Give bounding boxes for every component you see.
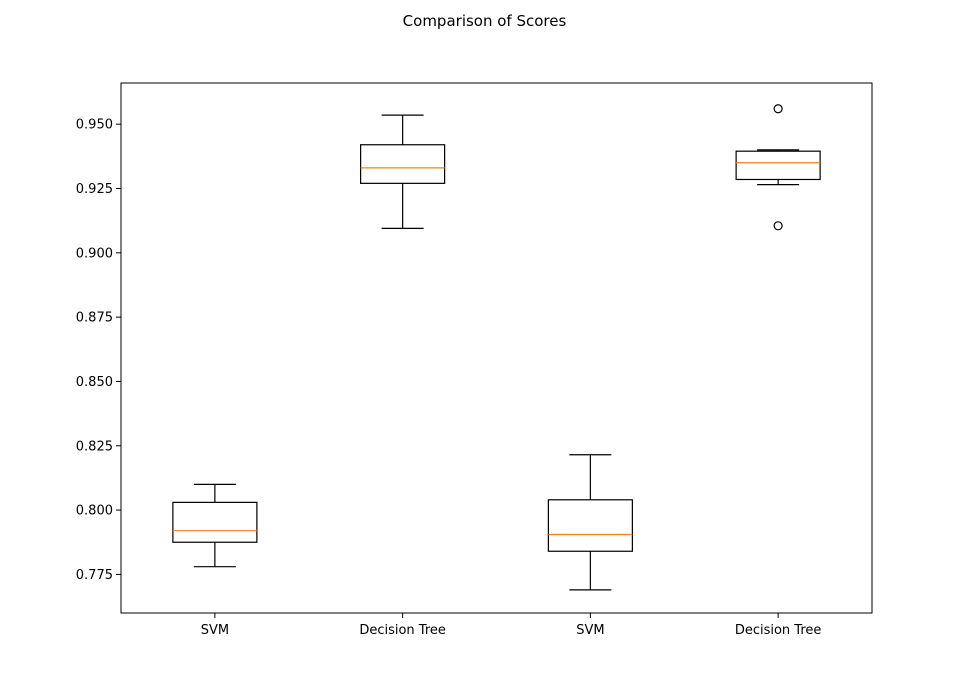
y-tick-label: 0.875 — [76, 311, 113, 326]
y-tick-label: 0.950 — [76, 118, 113, 133]
box-series-2 — [360, 114, 446, 229]
x-tick-label: SVM — [201, 623, 229, 638]
outlier-point — [773, 221, 783, 231]
y-tick-label: 0.800 — [76, 504, 113, 519]
boxes-group — [172, 104, 821, 591]
box-iqr — [172, 501, 258, 543]
chart-title: Comparison of Scores — [403, 12, 567, 30]
box-series-3 — [547, 454, 633, 591]
y-tick-label: 0.850 — [76, 375, 113, 390]
y-tick-label: 0.775 — [76, 568, 113, 583]
x-tick-label: SVM — [576, 623, 604, 638]
x-tick-label: Decision Tree — [735, 623, 822, 638]
y-tick-label: 0.825 — [76, 439, 113, 454]
y-axis: 0.775 0.800 0.825 0.850 0.875 0.900 0.925 0.950 — [76, 118, 121, 583]
box-series-1 — [172, 483, 258, 568]
box-iqr — [735, 150, 821, 181]
box-iqr — [547, 499, 633, 552]
x-axis: SVM Decision Tree SVM Decision Tree — [201, 613, 822, 638]
box-iqr — [360, 144, 446, 184]
y-tick-label: 0.900 — [76, 246, 113, 261]
outlier-point — [773, 104, 783, 114]
y-tick-label: 0.925 — [76, 182, 113, 197]
x-tick-label: Decision Tree — [359, 623, 446, 638]
plot-area — [120, 82, 873, 614]
box-series-4 — [735, 104, 821, 231]
